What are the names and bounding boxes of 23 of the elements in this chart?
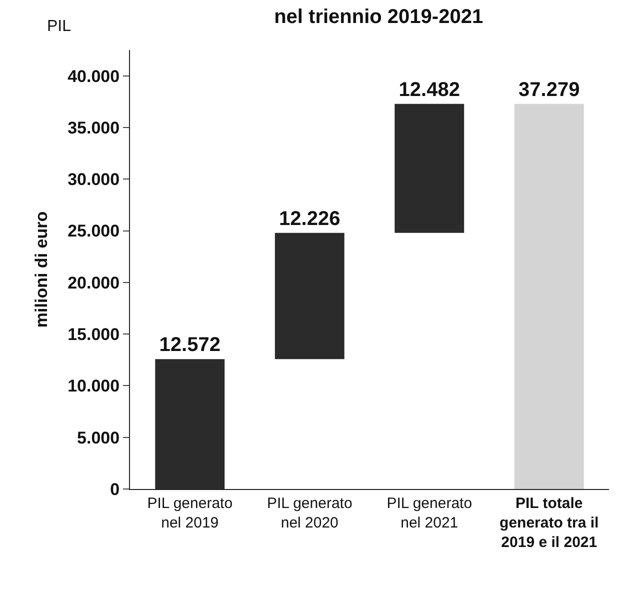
- y-tick-label: 20.000: [68, 273, 120, 292]
- y-tick-label: 15.000: [68, 325, 120, 344]
- y-tick-label: 25.000: [68, 222, 120, 241]
- data-label: 12.482: [398, 78, 460, 101]
- y-tick-label: 30.000: [68, 170, 120, 190]
- text: PIL: [47, 18, 72, 35]
- y-tick-label: 5.000: [77, 428, 120, 448]
- x-tick-label: PIL totale generato tra il 2019 e il 2021: [500, 495, 599, 551]
- y-tick-label: 40.000: [68, 66, 120, 86]
- y-tick-label: 35.000: [68, 118, 120, 138]
- data-label: 12.572: [159, 334, 220, 356]
- bar: [514, 104, 584, 489]
- x-tick-label: PIL generato nel 2020: [266, 495, 352, 532]
- y-axis-title: milioni di euro: [32, 211, 52, 328]
- data-label: 12.226: [279, 208, 340, 230]
- bar: [274, 232, 344, 360]
- data-label: 37.279: [518, 78, 580, 101]
- x-tick-label: PIL generato nel 2019: [147, 495, 233, 532]
- x-tick-label: PIL generato nel 2021: [386, 495, 472, 532]
- y-tick-label: 0: [110, 480, 120, 499]
- chart-title: nel triennio 2019-2021: [274, 6, 484, 28]
- y-tick-label: 10.000: [68, 376, 120, 396]
- bar: [394, 104, 464, 233]
